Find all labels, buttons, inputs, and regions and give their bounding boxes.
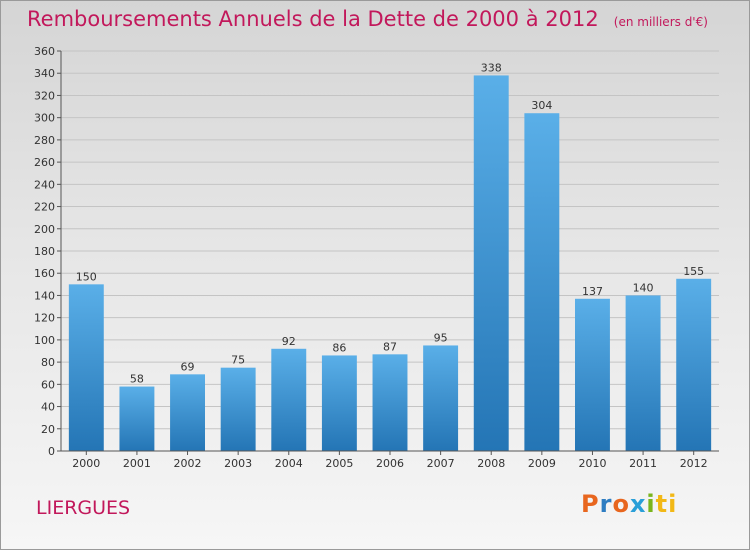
data-label: 86 (332, 341, 346, 354)
y-tick-label: 200 (34, 223, 55, 236)
x-tick-label: 2008 (477, 457, 505, 470)
bar-2011 (625, 295, 661, 451)
bar-2012 (676, 278, 712, 451)
y-tick-label: 120 (34, 312, 55, 325)
bar-2000 (68, 284, 104, 451)
x-tick-label: 2007 (427, 457, 455, 470)
x-tick-label: 2012 (680, 457, 708, 470)
bar-2003 (220, 367, 256, 451)
y-tick-label: 300 (34, 112, 55, 125)
y-tick-label: 240 (34, 178, 55, 191)
logo-letter: r (599, 490, 613, 518)
x-tick-label: 2001 (123, 457, 151, 470)
bar-2004 (271, 348, 307, 451)
bar-2006 (372, 354, 408, 451)
proxiti-logo: Proxiti (581, 490, 677, 518)
y-tick-label: 220 (34, 201, 55, 214)
logo-letter: o (612, 490, 630, 518)
y-tick-label: 140 (34, 289, 55, 302)
y-tick-label: 60 (41, 378, 55, 391)
bar-2010 (574, 298, 610, 451)
data-label: 58 (130, 373, 144, 386)
unit-text: (en milliers d'€) (613, 15, 708, 29)
y-tick-label: 260 (34, 156, 55, 169)
city-name: LIERGUES (36, 497, 131, 519)
data-label: 155 (683, 265, 704, 278)
bar-2007 (423, 345, 459, 451)
y-tick-label: 80 (41, 356, 55, 369)
logo-letter: i (646, 490, 656, 518)
y-tick-label: 40 (41, 401, 55, 414)
x-tick-label: 2010 (578, 457, 606, 470)
title-text: Remboursements Annuels de la Dette de 20… (27, 7, 599, 31)
x-tick-label: 2006 (376, 457, 404, 470)
x-tick-label: 2005 (325, 457, 353, 470)
data-labels: 150 58 69 75 92 86 87 95 338 304 137 140 155 (76, 61, 704, 385)
data-label: 87 (383, 340, 397, 353)
bar-2005 (321, 355, 357, 451)
y-tick-label: 340 (34, 67, 55, 80)
x-tick-label: 2009 (528, 457, 556, 470)
data-label: 140 (633, 281, 654, 294)
y-tick-label: 100 (34, 334, 55, 347)
x-tick-label: 2003 (224, 457, 252, 470)
data-label: 338 (481, 61, 502, 74)
y-tick-label: 280 (34, 134, 55, 147)
y-tick-label: 20 (41, 423, 55, 436)
y-tick-label: 320 (34, 89, 55, 102)
data-label: 69 (181, 360, 195, 373)
data-label: 95 (434, 331, 448, 344)
y-tick-labels: 0 20 40 60 80 100 120 140 160 180 200 220 240 260 280 3… (34, 45, 55, 458)
bar-2002 (170, 374, 206, 451)
y-tick-label: 360 (34, 45, 55, 58)
y-tick-label: 0 (48, 445, 55, 458)
x-tick-label: 2011 (629, 457, 657, 470)
data-label: 137 (582, 285, 603, 298)
x-tick-label: 2000 (72, 457, 100, 470)
bar-2001 (119, 386, 155, 451)
data-label: 75 (231, 354, 245, 367)
chart-title: Remboursements Annuels de la Dette de 20… (27, 7, 708, 31)
bar-2008 (473, 75, 509, 451)
y-tick-label: 160 (34, 267, 55, 280)
data-label: 304 (531, 99, 552, 112)
data-label: 92 (282, 335, 296, 348)
x-tick-label: 2002 (174, 457, 202, 470)
bar-2009 (524, 113, 560, 451)
logo-letter: x (629, 490, 647, 518)
x-tick-labels: 2000 2001 2002 2003 2004 2005 2006 2007 2008 2009… (72, 451, 708, 470)
logo-letter: P (581, 490, 600, 518)
logo-letter: ti (655, 490, 678, 518)
bars (68, 75, 712, 451)
x-tick-label: 2004 (275, 457, 303, 470)
y-tick-label: 180 (34, 245, 55, 258)
data-label: 150 (76, 270, 97, 283)
